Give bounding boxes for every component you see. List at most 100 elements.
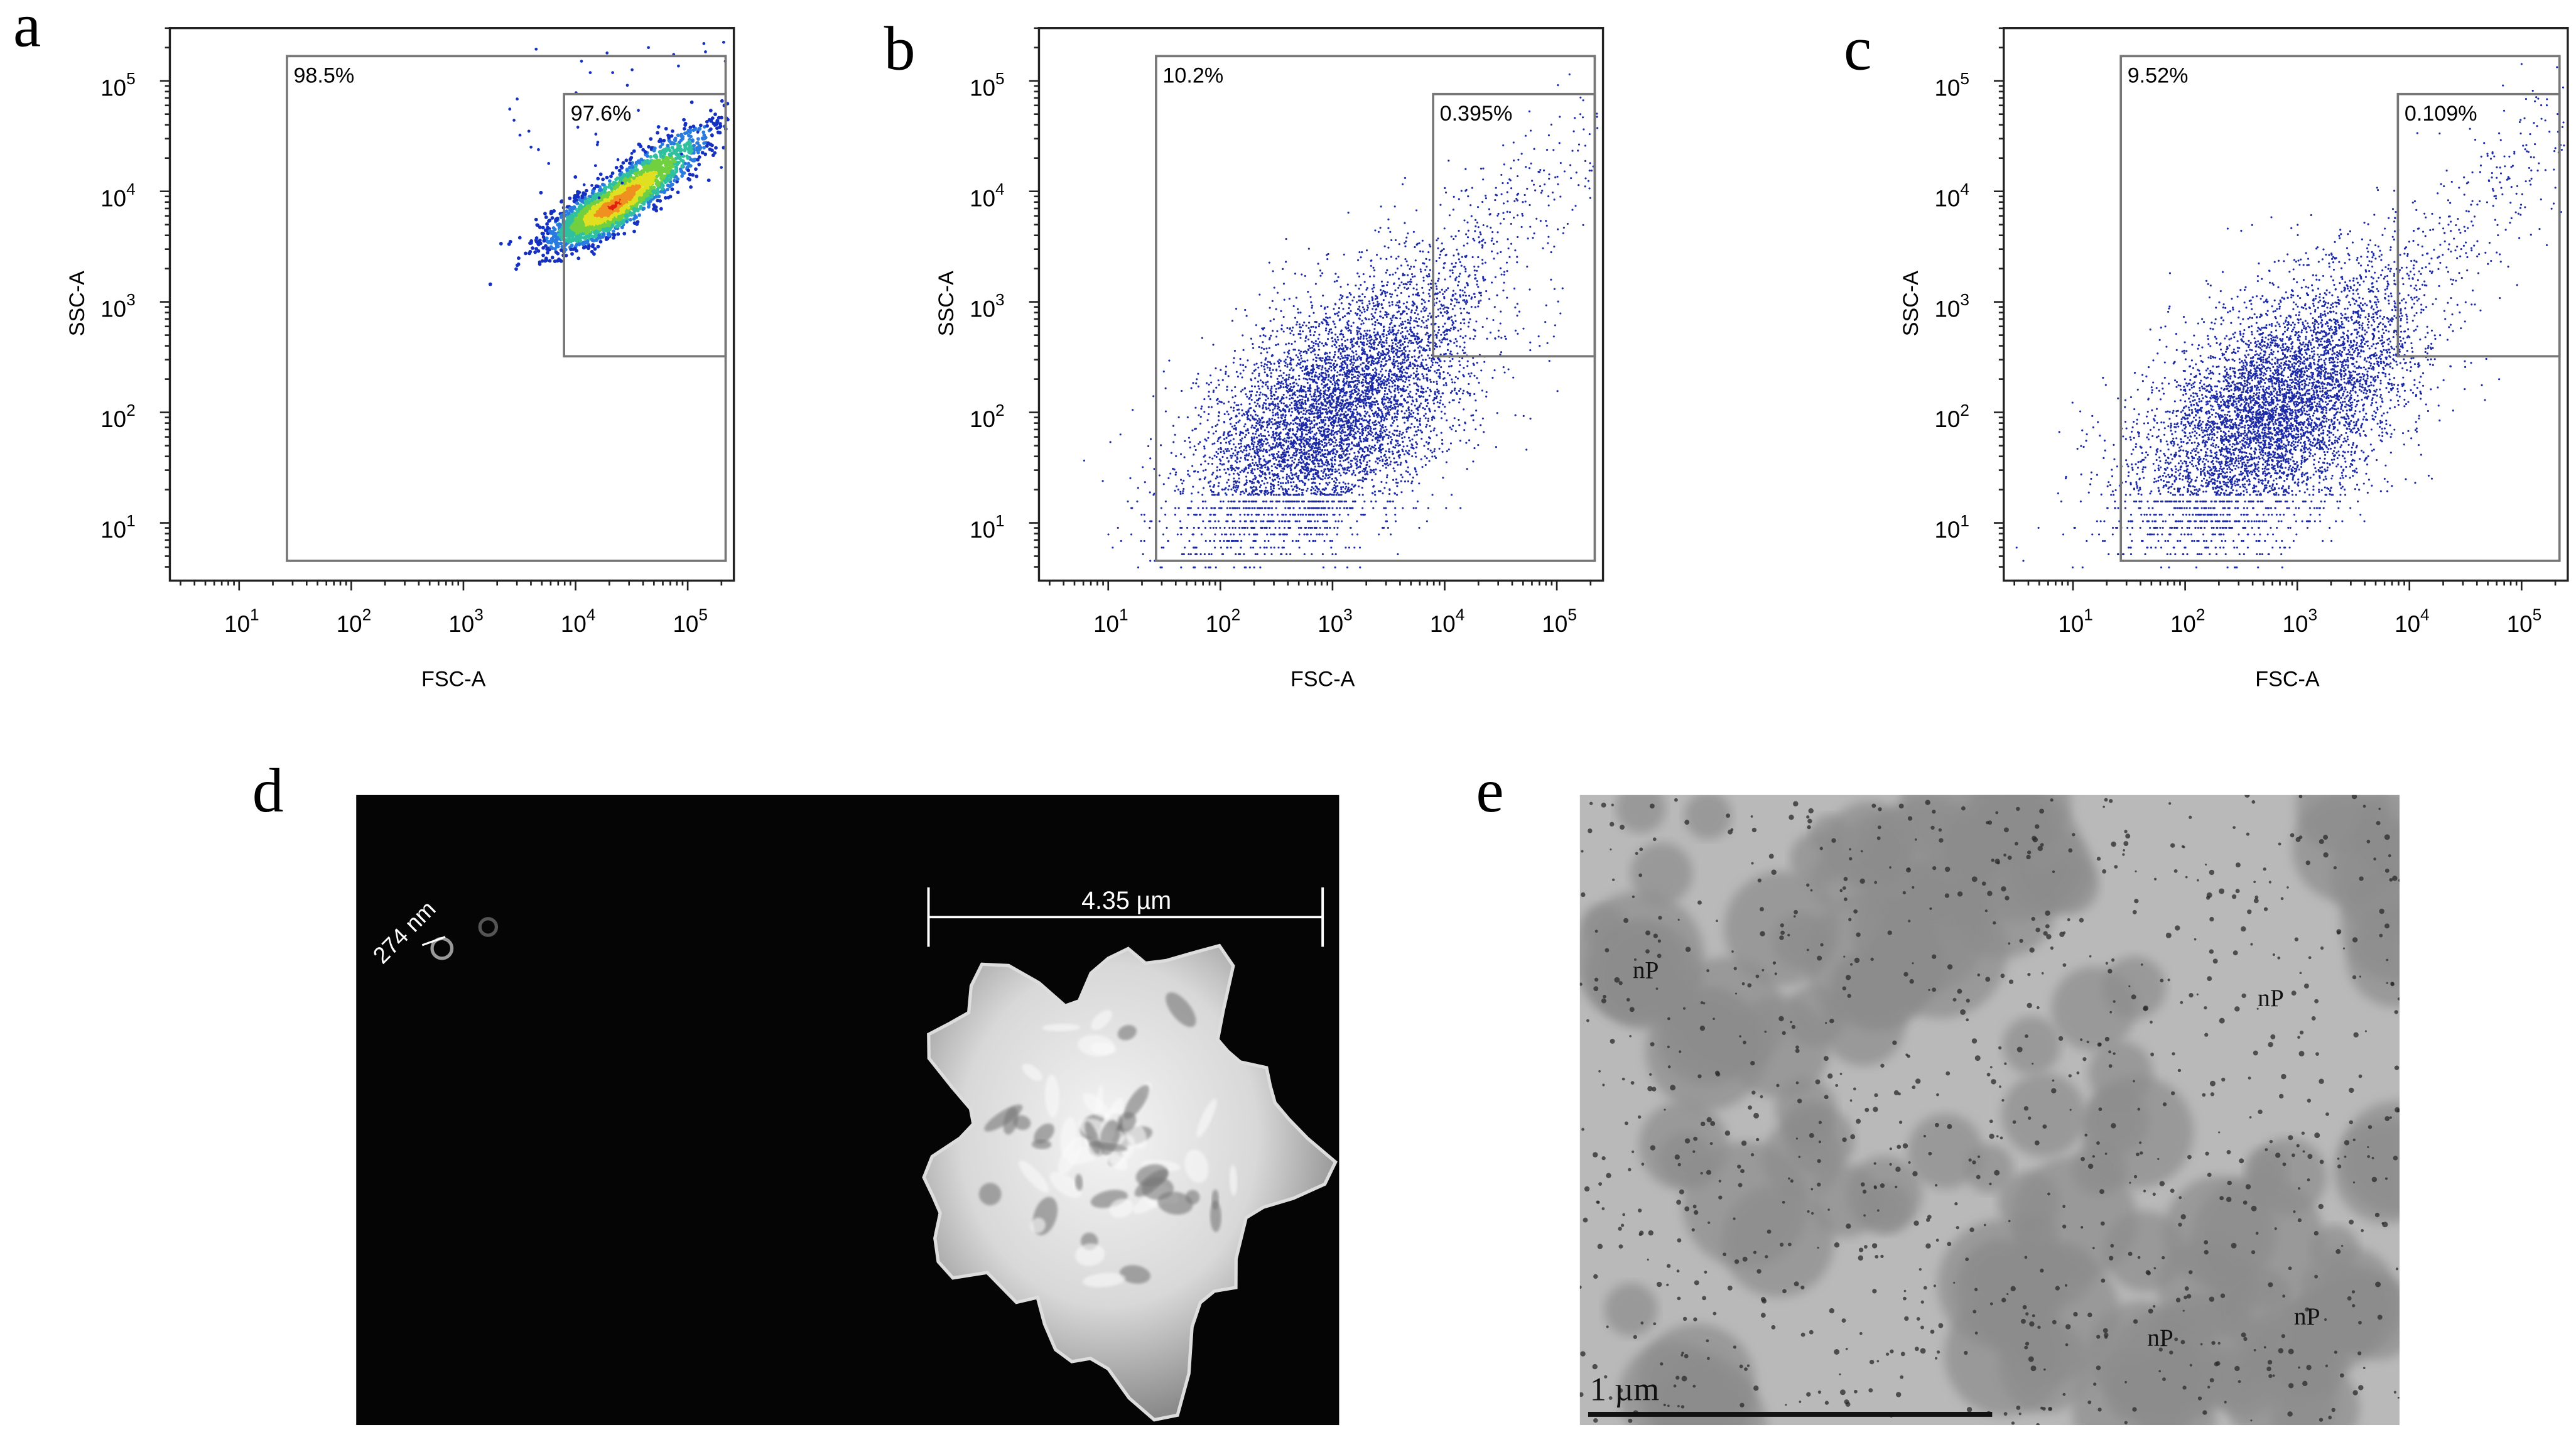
event-dot [1211,462,1214,465]
event-dot [702,146,706,149]
event-dot [1227,375,1230,377]
event-dot [550,256,555,259]
tick-exponent: 5 [698,605,708,624]
event-dot [1371,439,1374,442]
event-dot [652,159,656,163]
event-dot [696,137,700,141]
event-dot [1292,376,1294,378]
event-dot [1195,382,1198,384]
event-dot [1275,388,1277,390]
event-dot [1400,349,1404,352]
event-dot [1228,442,1231,445]
event-dot [593,247,597,251]
event-dot [1283,360,1285,363]
event-dot [1273,286,1275,289]
event-dot [1286,366,1289,368]
event-dot [1426,367,1428,371]
event-dot [1321,342,1323,345]
event-dot [654,182,659,186]
event-dot [1388,327,1391,329]
event-dot [1336,433,1338,435]
event-dot [1235,432,1238,435]
event-dot [1404,375,1406,377]
event-dot [1348,453,1351,455]
event-dot [1385,428,1388,431]
event-dot [1440,366,1442,369]
event-dot [1340,355,1343,357]
event-dot [544,256,548,261]
event-dot [1290,446,1292,448]
event-dot [1285,381,1287,383]
event-dot [1320,374,1323,377]
event-dot [610,171,615,175]
event-dot [1267,434,1270,437]
event-dot [680,152,683,156]
event-dot [674,149,679,153]
event-dot [604,224,608,227]
event-dot [640,169,644,173]
event-dot [1321,357,1324,360]
event-dot [1449,426,1451,429]
event-dot [1374,403,1377,406]
event-dot [1306,359,1309,362]
event-dot [671,141,674,145]
event-dot [612,204,616,208]
event-dot [1149,491,1151,494]
event-dot [594,219,598,224]
event-dot [1386,474,1388,477]
event-dot [1336,470,1338,473]
event-dot [1365,434,1368,437]
event-dot [1292,327,1294,329]
event-dot [1414,259,1417,262]
event-dot [1277,416,1280,419]
event-dot [1290,472,1292,474]
event-dot [1297,458,1300,461]
event-dot [1241,469,1243,472]
event-dot [1083,459,1085,462]
event-dot [1385,383,1388,386]
event-dot [1264,335,1267,337]
event-dot [1417,409,1419,411]
event-dot [1407,471,1409,474]
event-dot [1285,374,1288,377]
event-dot [1436,297,1438,300]
event-dot [576,126,580,129]
event-dot [602,190,607,194]
event-dot [1341,413,1343,416]
gate-label: 97.6% [571,102,632,126]
event-dot [627,178,631,182]
event-dot [1323,464,1326,466]
event-dot [713,151,717,155]
event-dot [574,237,578,241]
event-dot [1328,356,1331,359]
event-dot [1388,385,1391,388]
event-dot [1462,294,1464,296]
event-dot [1293,400,1296,403]
event-dot [516,97,519,100]
event-dot [1279,369,1282,372]
event-dot [1320,368,1323,371]
event-dot [607,183,612,187]
event-dot [1353,452,1356,454]
event-dot [1317,354,1319,357]
event-dot [1332,320,1335,323]
event-dot [1449,374,1451,377]
event-dot [637,178,641,182]
event-dot [1237,486,1239,489]
event-dot [1142,553,1144,556]
event-dot [667,168,671,171]
event-dot [541,253,545,258]
event-dot [1247,458,1249,462]
event-dot [580,60,583,63]
event-dot [488,282,492,286]
event-dot [1343,371,1346,374]
event-dot [676,145,680,149]
event-dot [1187,513,1189,516]
event-dot [1326,533,1328,536]
event-dot [534,217,538,222]
event-dot [1340,399,1343,401]
event-dot [1405,470,1407,472]
event-dot [636,191,641,195]
event-dot [1437,315,1439,317]
event-dot [655,192,659,196]
